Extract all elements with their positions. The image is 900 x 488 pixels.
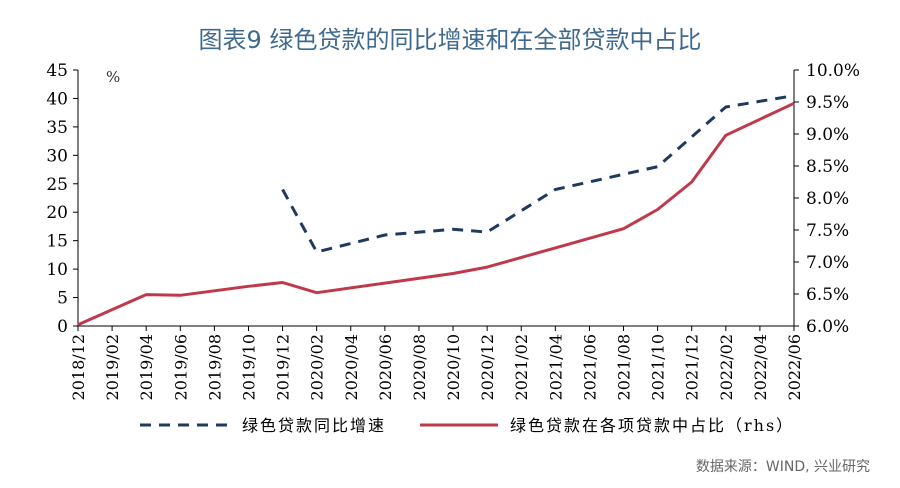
left-tick-label: 30 xyxy=(46,146,68,166)
left-tick-label: 25 xyxy=(46,175,68,195)
series-line-2 xyxy=(77,101,795,327)
legend-label-1: 绿色贷款同比增速 xyxy=(242,416,386,435)
x-tick-label: 2019/12 xyxy=(274,334,293,400)
x-tick-label: 2019/02 xyxy=(103,334,122,400)
right-tick-label: 7.0% xyxy=(806,253,849,273)
left-tick-label: 40 xyxy=(46,89,68,109)
left-tick-label: 0 xyxy=(57,317,68,337)
x-tick-label: 2022/04 xyxy=(751,334,770,400)
x-tick-label: 2020/02 xyxy=(308,334,327,400)
right-tick-label: 9.5% xyxy=(806,93,849,113)
x-tick-label: 2019/10 xyxy=(239,334,258,400)
right-tick-label: 6.0% xyxy=(806,317,849,337)
x-tick-label: 2021/02 xyxy=(512,334,531,400)
source-note: 数据来源：WIND, 兴业研究 xyxy=(695,459,870,475)
right-tick-label: 6.5% xyxy=(806,285,849,305)
x-tick-label: 2019/04 xyxy=(137,334,156,400)
x-tick-label: 2020/08 xyxy=(410,334,429,400)
x-tick-label: 2020/12 xyxy=(478,334,497,400)
right-tick-label: 9.0% xyxy=(806,125,849,145)
x-tick-label: 2021/08 xyxy=(615,334,634,400)
x-tick-label: 2021/06 xyxy=(580,334,599,400)
legend-label-2: 绿色贷款在各项贷款中占比（rhs） xyxy=(510,416,794,435)
x-tick-label: 2022/02 xyxy=(717,334,736,400)
x-tick-label: 2020/10 xyxy=(444,334,463,400)
left-tick-label: 10 xyxy=(46,260,68,280)
chart-title: 图表9 绿色贷款的同比增速和在全部贷款中占比 xyxy=(198,26,702,54)
left-unit-label: % xyxy=(106,68,120,86)
left-tick-label: 5 xyxy=(57,289,68,309)
x-tick-label: 2019/08 xyxy=(205,334,224,400)
right-tick-label: 10.0% xyxy=(806,61,860,81)
x-tick-label: 2020/04 xyxy=(342,334,361,400)
left-tick-label: 15 xyxy=(46,232,68,252)
x-tick-label: 2019/06 xyxy=(171,334,190,400)
x-tick-label: 2018/12 xyxy=(69,334,88,400)
x-tick-label: 2022/06 xyxy=(785,334,804,400)
x-tick-label: 2021/12 xyxy=(683,334,702,400)
x-tick-label: 2020/06 xyxy=(376,334,395,400)
right-tick-label: 8.5% xyxy=(806,157,849,177)
x-tick-label: 2021/04 xyxy=(546,334,565,400)
left-tick-label: 45 xyxy=(46,61,68,81)
left-tick-label: 35 xyxy=(46,118,68,138)
right-tick-label: 8.0% xyxy=(806,189,849,209)
right-tick-label: 7.5% xyxy=(806,221,849,241)
left-tick-label: 20 xyxy=(46,203,68,223)
series-line-1 xyxy=(281,94,795,254)
x-tick-label: 2021/10 xyxy=(649,334,668,400)
